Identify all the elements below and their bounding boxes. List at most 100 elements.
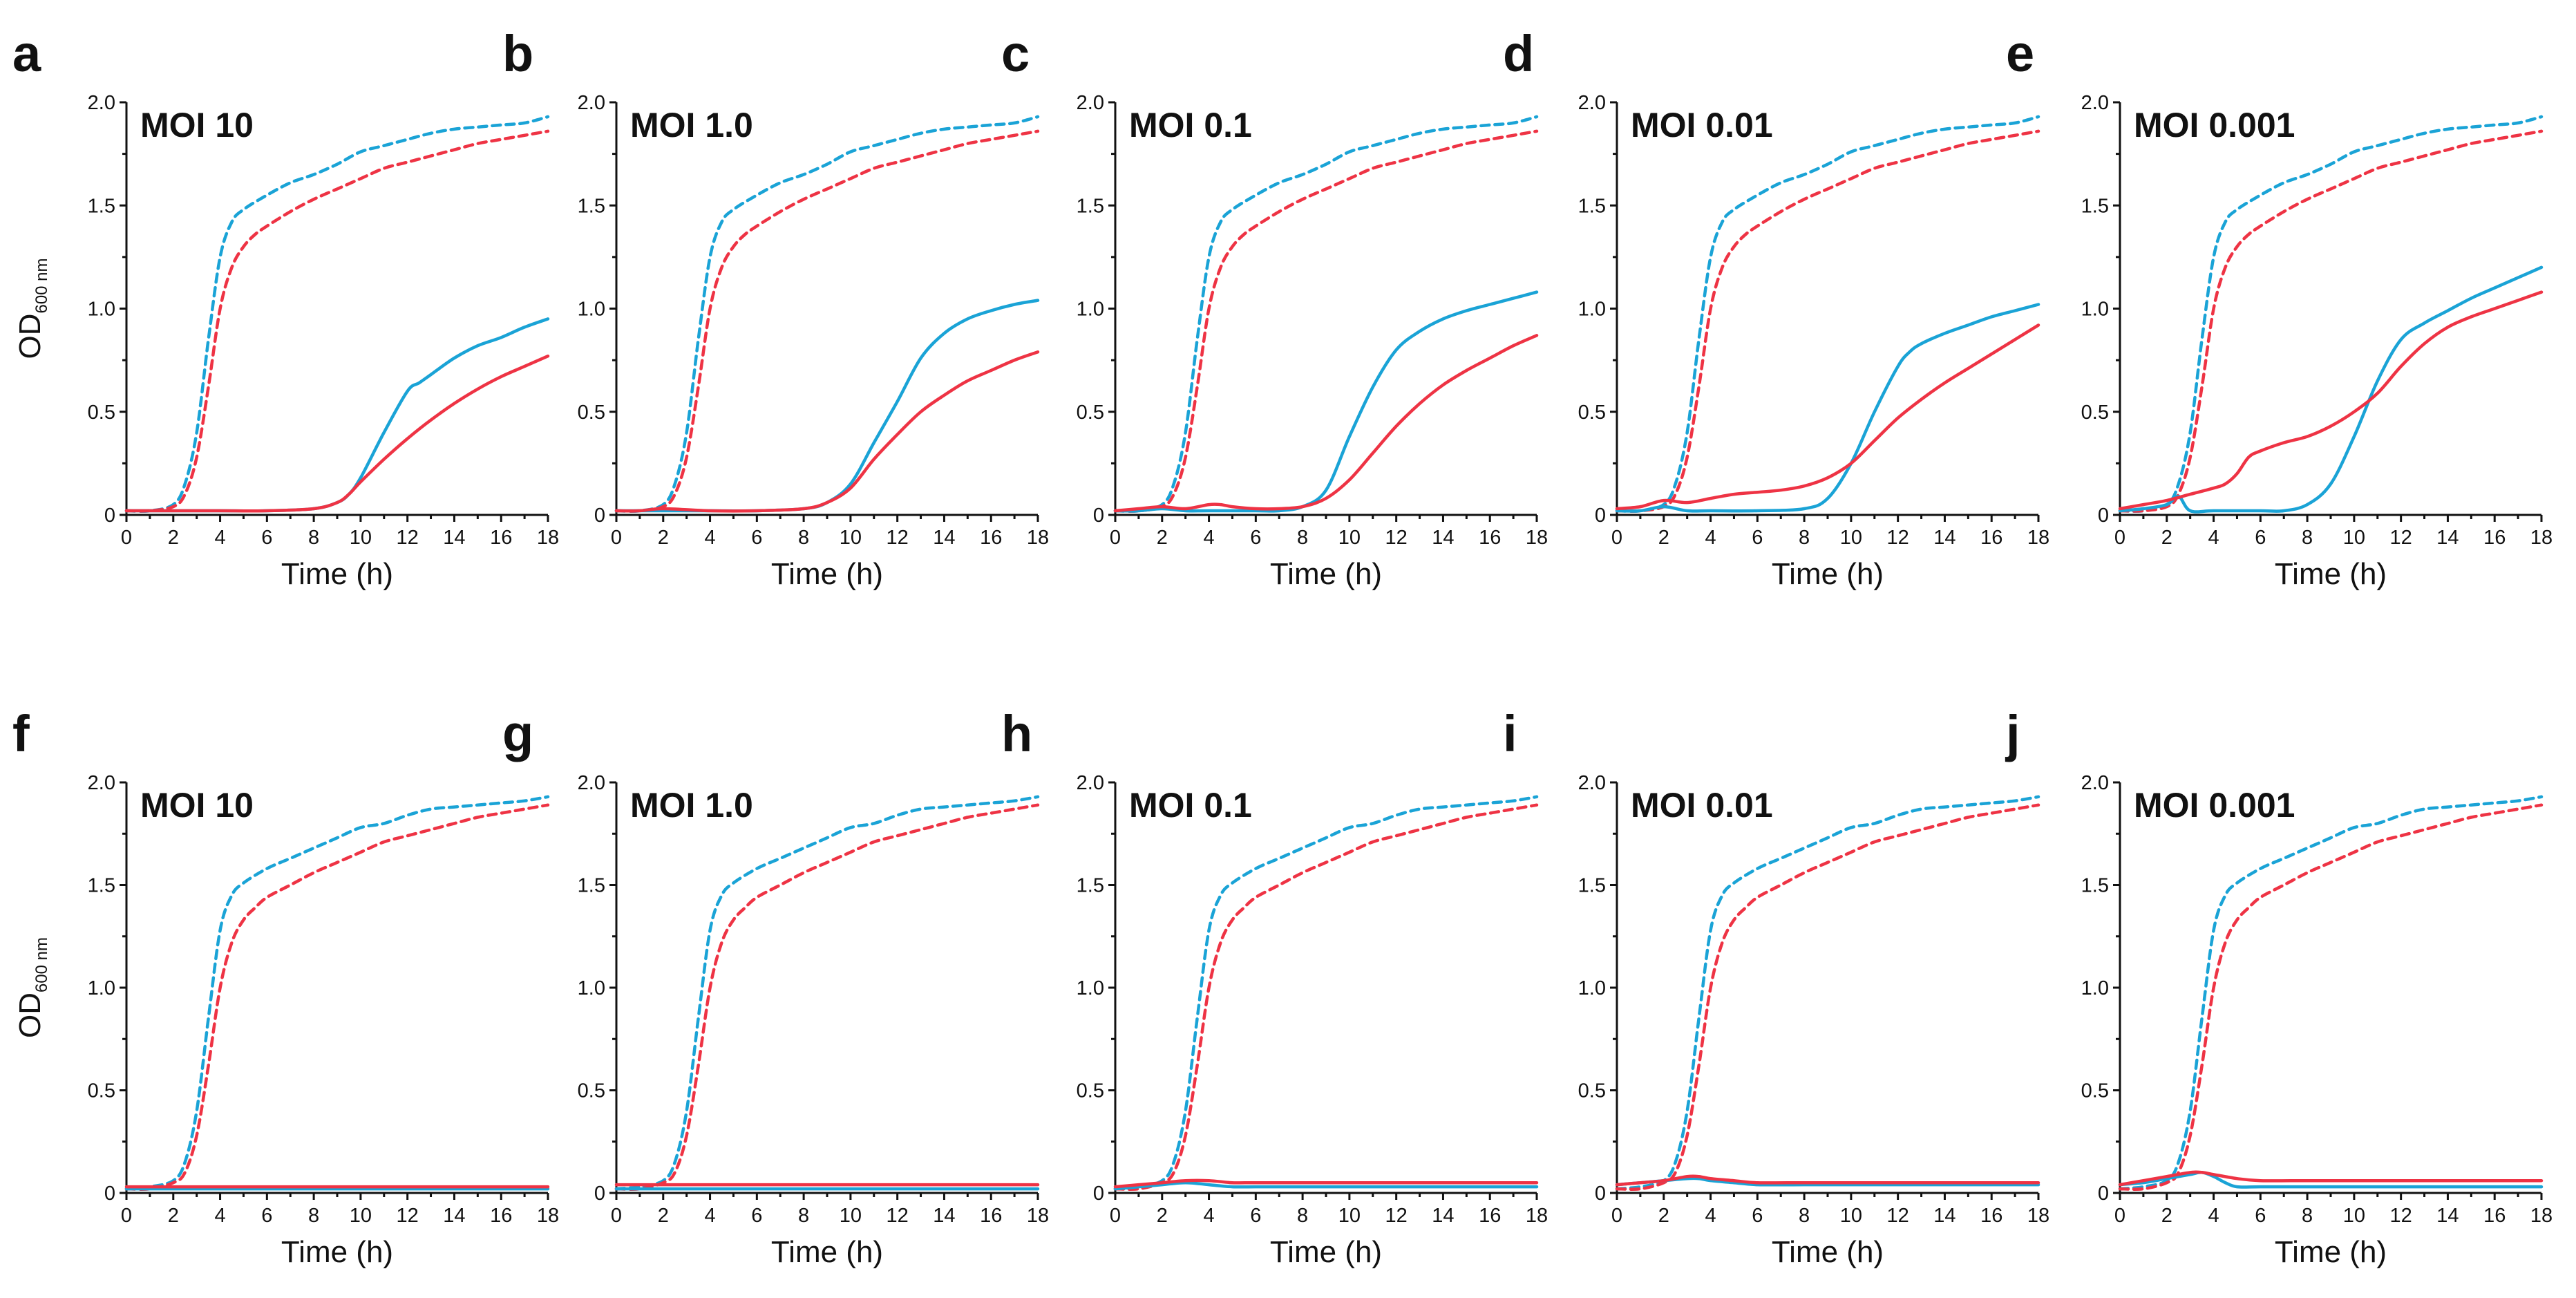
series-line-control-blue bbox=[1113, 115, 1539, 513]
y-tick-label: 1.5 bbox=[88, 875, 115, 897]
series-line-control-red bbox=[1113, 803, 1539, 1191]
x-tick-label: 18 bbox=[537, 527, 559, 549]
panel-e: e MOI 0.001 0 0.5 1.0 1.5 2.0 0 2 4 6 8 10 12 14 16 18 Ti… bbox=[2006, 25, 2553, 591]
x-tick-label: 12 bbox=[1887, 527, 1909, 549]
x-tick-label: 18 bbox=[2027, 527, 2049, 549]
y-tick-label: 0 bbox=[594, 505, 605, 527]
y-tick-label: 0.5 bbox=[2081, 402, 2109, 424]
series-line-control-red bbox=[2118, 129, 2544, 513]
x-tick-label: 6 bbox=[2255, 1205, 2266, 1227]
moi-label: MOI 0.001 bbox=[2134, 786, 2295, 825]
moi-label: MOI 0.01 bbox=[1631, 106, 1773, 144]
y-axis-title-main: OD bbox=[13, 314, 47, 359]
series-line-control-red bbox=[1615, 129, 2040, 513]
series-line-phage-red bbox=[124, 354, 550, 513]
panel-i: i MOI 0.01 0 0.5 1.0 1.5 2.0 0 2 4 6 8 10 12 14 16 18 Tim… bbox=[1503, 705, 2049, 1269]
x-tick-label: 8 bbox=[798, 527, 809, 549]
x-tick-label: 4 bbox=[704, 527, 715, 549]
series-line-phage-blue bbox=[614, 299, 1040, 513]
y-tick-label: 1.0 bbox=[578, 299, 605, 321]
x-tick-label: 16 bbox=[490, 1205, 512, 1227]
series-line-phage-blue bbox=[1113, 1181, 1539, 1191]
x-tick-label: 6 bbox=[751, 1205, 762, 1227]
x-tick-label: 18 bbox=[2530, 527, 2553, 549]
panel-letter-f: f bbox=[12, 705, 30, 762]
series-line-phage-blue bbox=[2118, 265, 2544, 514]
x-tick-label: 10 bbox=[2343, 527, 2365, 549]
x-tick-label: 4 bbox=[2208, 1205, 2219, 1227]
series-line-control-red bbox=[1615, 803, 2040, 1191]
panel-letter-i: i bbox=[1503, 705, 1517, 762]
x-tick-label: 16 bbox=[490, 527, 512, 549]
x-tick-label: 12 bbox=[1385, 1205, 1408, 1227]
y-tick-label: 1.5 bbox=[2081, 875, 2109, 897]
x-tick-label: 18 bbox=[1027, 527, 1049, 549]
x-tick-label: 14 bbox=[1432, 1205, 1454, 1227]
y-tick-label: 0.5 bbox=[1077, 1080, 1104, 1102]
x-tick-label: 10 bbox=[2343, 1205, 2365, 1227]
y-tick-label: 2.0 bbox=[1578, 92, 1606, 114]
moi-label: MOI 0.1 bbox=[1129, 786, 1252, 825]
x-tick-label: 4 bbox=[1705, 1205, 1716, 1227]
series-line-control-blue bbox=[124, 115, 550, 513]
x-tick-label: 6 bbox=[751, 527, 762, 549]
x-axis-title: Time (h) bbox=[1270, 1235, 1382, 1269]
y-tick-label: 0 bbox=[1595, 1183, 1606, 1205]
x-tick-label: 6 bbox=[1250, 1205, 1261, 1227]
x-tick-label: 14 bbox=[1933, 1205, 1955, 1227]
x-tick-label: 0 bbox=[2114, 1205, 2125, 1227]
series-line-control-blue bbox=[1615, 795, 2040, 1191]
x-tick-label: 8 bbox=[1799, 527, 1810, 549]
y-tick-label: 0.5 bbox=[578, 402, 605, 424]
x-tick-label: 14 bbox=[443, 527, 465, 549]
moi-label: MOI 1.0 bbox=[630, 786, 753, 825]
x-tick-label: 12 bbox=[2390, 527, 2412, 549]
x-tick-label: 12 bbox=[397, 1205, 419, 1227]
panel-letter-h: h bbox=[1001, 705, 1032, 762]
y-tick-label: 1.0 bbox=[1578, 299, 1606, 321]
x-tick-label: 0 bbox=[2114, 527, 2125, 549]
panel-letter-c: c bbox=[1001, 25, 1030, 82]
y-tick-label: 2.0 bbox=[578, 92, 605, 114]
y-tick-label: 1.0 bbox=[1578, 977, 1606, 999]
panel-f: f MOI 10 0 0.5 1.0 1.5 2.0 0 2 4 6 8 10 12 14 16 18 Time … bbox=[12, 705, 559, 1269]
panel-letter-b: b bbox=[502, 25, 533, 82]
series-line-phage-blue bbox=[2118, 1170, 2544, 1189]
x-tick-label: 10 bbox=[840, 1205, 862, 1227]
x-tick-label: 4 bbox=[1203, 1205, 1214, 1227]
y-tick-label: 1.0 bbox=[88, 299, 115, 321]
y-tick-label: 0.5 bbox=[1077, 402, 1104, 424]
series-line-phage-blue bbox=[1615, 303, 2040, 513]
x-tick-label: 12 bbox=[887, 1205, 909, 1227]
y-tick-label: 0.5 bbox=[88, 1080, 115, 1102]
y-tick-label: 2.0 bbox=[2081, 772, 2109, 794]
x-tick-label: 2 bbox=[1157, 1205, 1168, 1227]
x-tick-label: 16 bbox=[1479, 527, 1501, 549]
x-tick-label: 0 bbox=[611, 527, 622, 549]
y-tick-label: 0 bbox=[1093, 1183, 1104, 1205]
y-tick-label: 1.0 bbox=[88, 977, 115, 999]
x-tick-label: 16 bbox=[2483, 527, 2506, 549]
x-tick-label: 4 bbox=[1705, 527, 1716, 549]
x-tick-label: 6 bbox=[2255, 527, 2266, 549]
x-tick-label: 0 bbox=[121, 527, 132, 549]
x-tick-label: 10 bbox=[1840, 1205, 1862, 1227]
x-tick-label: 8 bbox=[2302, 527, 2313, 549]
x-tick-label: 0 bbox=[1611, 527, 1622, 549]
y-axis-title-subscript: 600 nm bbox=[32, 937, 51, 993]
x-tick-label: 10 bbox=[1338, 527, 1361, 549]
y-tick-label: 1.0 bbox=[578, 977, 605, 999]
series-line-control-blue bbox=[2118, 795, 2544, 1191]
y-axis-title-subscript: 600 nm bbox=[32, 258, 51, 313]
x-axis-title: Time (h) bbox=[1772, 557, 1884, 591]
x-tick-label: 18 bbox=[2027, 1205, 2049, 1227]
y-tick-label: 0.5 bbox=[88, 402, 115, 424]
x-tick-label: 0 bbox=[1611, 1205, 1622, 1227]
moi-label: MOI 0.1 bbox=[1129, 106, 1252, 144]
x-tick-label: 6 bbox=[261, 527, 272, 549]
series-line-control-red bbox=[2118, 803, 2544, 1191]
y-axis-title: OD600 nm bbox=[13, 937, 51, 1038]
x-tick-label: 10 bbox=[1840, 527, 1862, 549]
series-line-control-red bbox=[124, 129, 550, 513]
y-tick-label: 0.5 bbox=[1578, 1080, 1606, 1102]
